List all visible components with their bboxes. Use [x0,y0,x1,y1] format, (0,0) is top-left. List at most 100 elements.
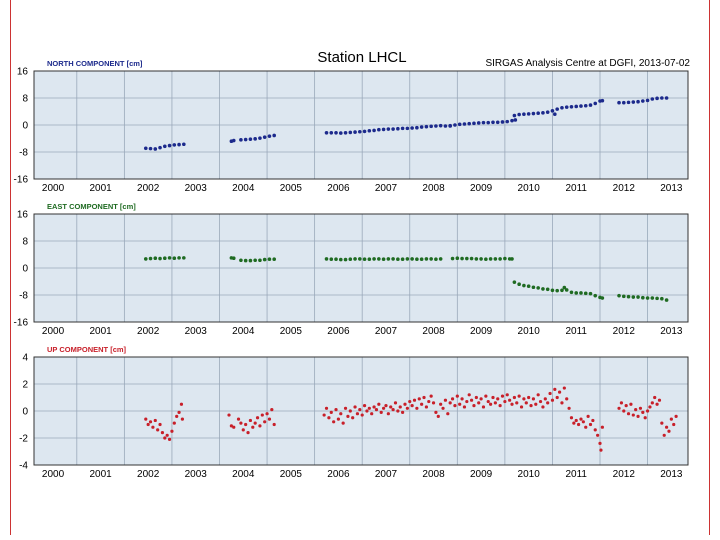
east-data-point [231,256,236,261]
up-data-point [465,399,469,404]
north-data-point [353,130,357,134]
north-data-point [555,107,559,111]
north-data-point [495,120,500,125]
east-data-point [522,283,526,288]
up-xtick-label: 2005 [280,469,303,480]
east-ytick-label: 0 [22,264,28,275]
north-data-point [153,147,158,151]
up-data-point [241,428,245,432]
north-xtick-label: 2005 [280,183,303,194]
east-data-point [550,288,555,293]
east-data-point [484,257,488,262]
east-data-point [465,256,469,261]
up-data-point [517,394,521,398]
up-data-point [474,395,478,400]
north-ytick-label: 16 [17,67,29,78]
north-xtick-label: 2004 [232,183,255,194]
up-data-point [415,406,419,410]
north-data-point [467,121,472,126]
up-data-point [427,399,431,404]
up-data-point [170,429,174,433]
east-data-point [588,291,593,296]
east-data-point [415,257,419,262]
east-data-point [636,295,640,299]
east-data-point [650,296,655,300]
up-data-point [389,405,393,409]
up-data-point [270,408,274,412]
north-data-point [505,119,510,124]
up-xtick-label: 2006 [327,469,350,480]
up-data-point [600,425,604,429]
east-data-point [386,257,391,261]
up-data-point [567,406,571,410]
east-data-point [469,256,474,261]
up-data-point [246,431,250,435]
east-data-point [498,257,502,261]
north-data-point [419,125,424,129]
up-data-point [553,387,557,391]
up-data-point [334,408,338,412]
up-data-point [634,408,638,412]
north-data-point [660,96,664,100]
east-data-point [579,291,583,295]
north-data-point [158,145,162,150]
up-data-point [175,414,179,418]
east-xtick-label: 2013 [660,326,683,337]
up-data-point [599,448,603,452]
up-data-point [434,410,438,414]
up-data-point [322,413,326,417]
up-data-point [370,412,374,416]
north-xtick-label: 2010 [518,183,541,194]
north-data-point [513,118,518,122]
east-data-point [182,256,186,260]
up-data-point [491,395,495,400]
up-data-point [393,401,398,405]
north-data-point [545,110,550,114]
up-data-point [617,406,621,410]
north-data-point [324,130,329,135]
up-data-point [622,409,626,413]
up-data-point [593,428,597,432]
up-data-point [629,402,633,406]
up-data-point [332,420,336,424]
north-data-point [553,112,557,116]
east-data-point [655,296,659,301]
up-data-point [244,422,248,427]
up-data-point [522,397,526,401]
up-data-point [577,422,581,427]
up-data-point [267,417,272,421]
north-data-point [262,135,267,139]
north-xtick-label: 2008 [422,183,445,194]
up-data-point [351,416,355,420]
up-data-point [177,410,181,414]
up-ytick-label: -4 [19,461,28,472]
up-data-point [550,398,555,402]
up-data-point [339,412,343,416]
north-data-point [248,137,253,141]
up-ytick-label: 0 [22,407,28,418]
east-data-point [148,256,153,261]
up-data-point [565,397,569,401]
north-data-point [381,127,386,132]
east-data-point [574,291,579,295]
up-xtick-label: 2003 [185,469,208,480]
east-data-point [479,257,483,261]
north-data-point [172,143,177,147]
up-data-point [538,399,543,404]
east-data-point [455,256,460,261]
east-data-point [358,257,362,261]
up-data-point [229,424,233,428]
east-data-point [621,294,626,299]
up-xtick-label: 2009 [470,469,493,480]
up-data-point [636,414,640,418]
up-data-point [362,404,367,408]
up-xtick-label: 2013 [660,469,683,480]
up-data-point [367,406,371,410]
north-component-label: NORTH COMPONENT [cm] [47,59,143,68]
up-data-point [365,409,369,413]
east-data-point [163,256,167,261]
up-data-point [260,413,264,417]
up-data-point [560,401,564,405]
north-panel: -16 -8 0 8 16 2000 2001 2002 2003 2004 2005 2006 200… [14,59,689,194]
